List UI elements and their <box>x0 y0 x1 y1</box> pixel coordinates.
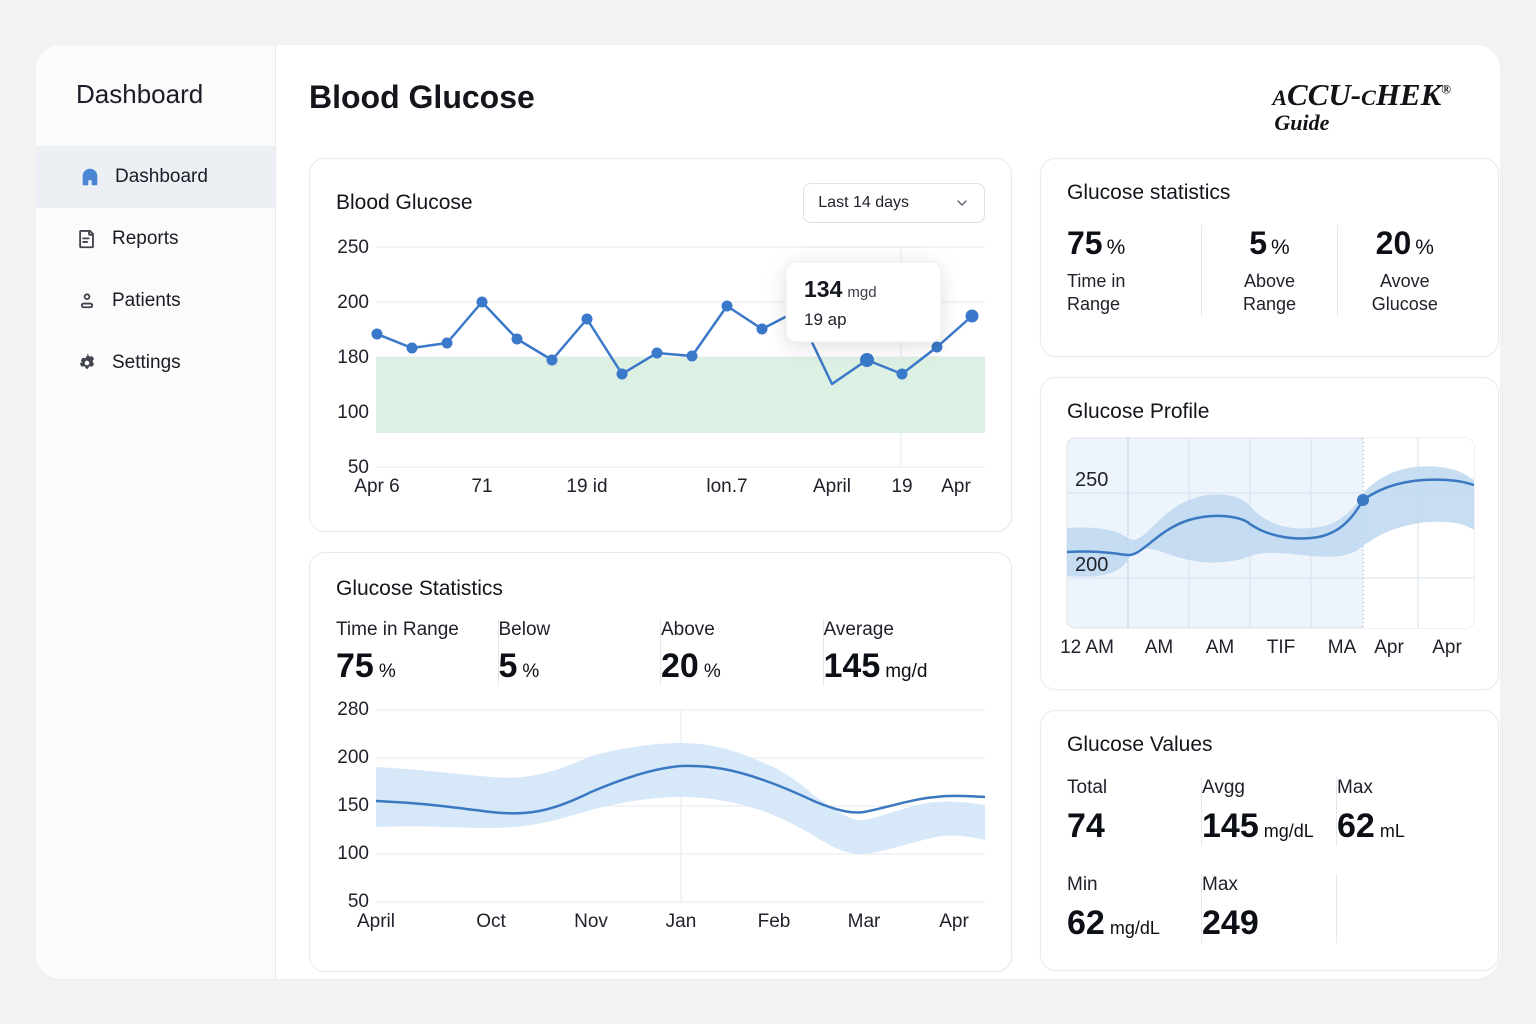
svg-text:AM: AM <box>1145 637 1174 658</box>
svg-text:lon.7: lon.7 <box>706 476 747 497</box>
svg-text:April: April <box>357 911 395 932</box>
svg-text:100: 100 <box>337 843 369 864</box>
svg-text:200: 200 <box>337 292 369 313</box>
svg-text:180: 180 <box>337 347 369 368</box>
svg-text:250: 250 <box>1075 469 1108 491</box>
svg-text:Apr: Apr <box>939 911 969 932</box>
svg-text:Apr: Apr <box>941 476 971 497</box>
svg-text:MA: MA <box>1328 637 1357 658</box>
svg-text:50: 50 <box>348 891 369 912</box>
svg-text:Apr: Apr <box>1374 637 1404 658</box>
svg-text:April: April <box>813 476 851 497</box>
svg-text:12 AM: 12 AM <box>1060 637 1114 658</box>
svg-text:71: 71 <box>471 476 492 497</box>
svg-text:TIF: TIF <box>1267 637 1296 658</box>
svg-text:50: 50 <box>348 457 369 478</box>
svg-text:Nov: Nov <box>574 911 608 932</box>
svg-text:200: 200 <box>337 747 369 768</box>
svg-text:Mar: Mar <box>848 911 881 932</box>
svg-text:Apr 6: Apr 6 <box>354 476 399 497</box>
svg-text:100: 100 <box>337 402 369 423</box>
svg-text:19: 19 <box>891 476 912 497</box>
svg-text:150: 150 <box>337 795 369 816</box>
svg-text:19 ap: 19 ap <box>804 310 847 329</box>
svg-text:200: 200 <box>1075 554 1108 576</box>
svg-text:Apr: Apr <box>1432 637 1462 658</box>
svg-text:Jan: Jan <box>666 911 697 932</box>
svg-text:19 id: 19 id <box>566 476 607 497</box>
svg-text:AM: AM <box>1206 637 1235 658</box>
svg-text:250: 250 <box>337 237 369 258</box>
svg-text:Feb: Feb <box>758 911 791 932</box>
svg-text:Oct: Oct <box>476 911 506 932</box>
svg-text:280: 280 <box>337 699 369 720</box>
